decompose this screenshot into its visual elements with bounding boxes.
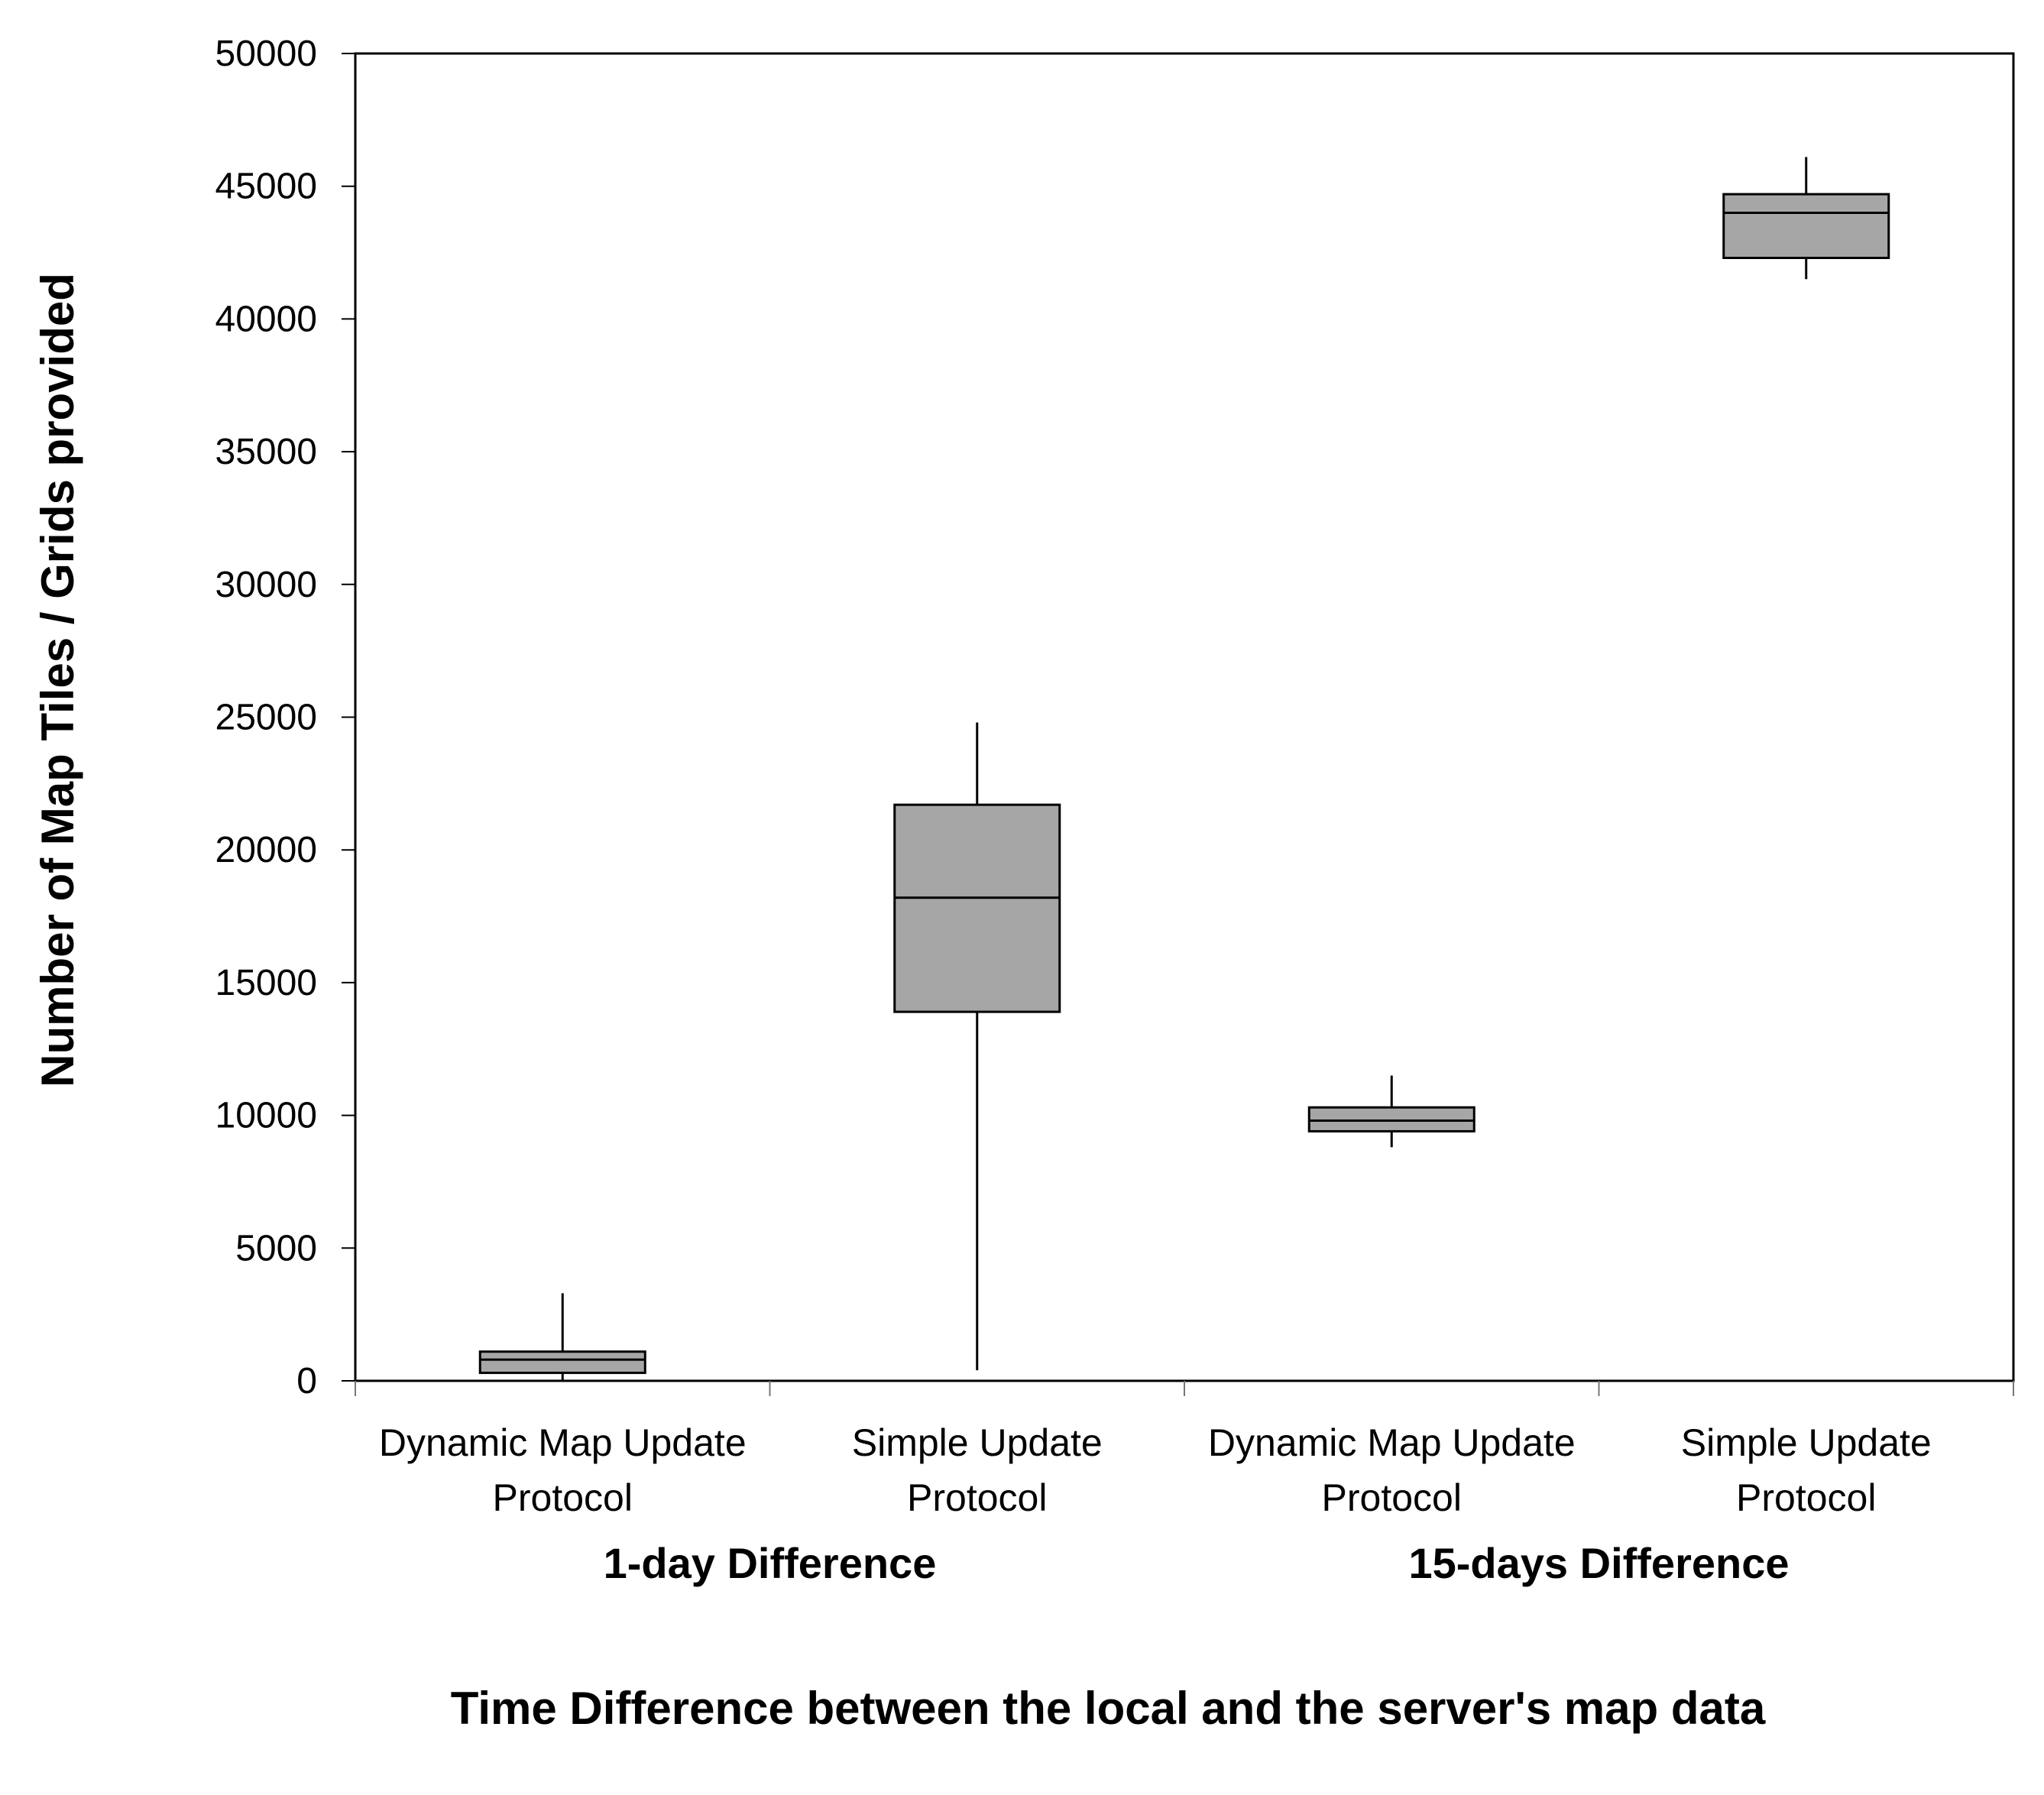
category-label-line2: Protocol: [1736, 1476, 1876, 1519]
y-tick-label: 40000: [215, 299, 317, 339]
category-labels: Dynamic Map Update Protocol Simple Update P…: [379, 1421, 1932, 1519]
y-tick-label: 25000: [215, 698, 317, 738]
category-label-line2: Protocol: [907, 1476, 1047, 1519]
box-iqr: [478, 1350, 646, 1375]
y-tick-label: 35000: [215, 432, 317, 472]
box-item: [478, 1293, 646, 1381]
box-series: [478, 157, 1890, 1381]
group-labels: 1-day Difference 15-days Difference: [604, 1539, 1790, 1587]
y-tick-label: 20000: [215, 830, 317, 870]
category-label-line1: Simple Update: [1681, 1421, 1932, 1464]
group-label: 15-days Difference: [1408, 1539, 1789, 1587]
category-label-line2: Protocol: [493, 1476, 633, 1519]
y-tick-label: 30000: [215, 565, 317, 605]
box-item: [1307, 1075, 1476, 1148]
category-label-line2: Protocol: [1322, 1476, 1462, 1519]
x-axis: [355, 1381, 2014, 1396]
y-tick-label: 5000: [235, 1228, 317, 1268]
box-item: [1722, 157, 1890, 280]
category-label-line1: Dynamic Map Update: [1208, 1421, 1576, 1464]
box-item: [893, 722, 1061, 1371]
box-iqr: [1722, 193, 1890, 259]
y-axis: 0 5000 10000 15000 20000 25000 30000 35000 40000…: [215, 34, 355, 1401]
y-tick-label: 50000: [215, 34, 317, 74]
x-axis-title: Time Difference between the local and th…: [451, 1683, 1766, 1734]
category-label-line1: Simple Update: [852, 1421, 1103, 1464]
y-tick-label: 15000: [215, 963, 317, 1003]
y-tick-label: 45000: [215, 167, 317, 207]
group-label: 1-day Difference: [604, 1539, 937, 1587]
y-tick-label: 10000: [215, 1096, 317, 1136]
box-iqr: [1307, 1106, 1476, 1132]
y-tick-label: 0: [296, 1361, 317, 1401]
box-iqr: [893, 803, 1061, 1013]
y-axis-title: Number of Map Tiles / Grids provided: [32, 273, 83, 1087]
category-label-line1: Dynamic Map Update: [379, 1421, 747, 1464]
